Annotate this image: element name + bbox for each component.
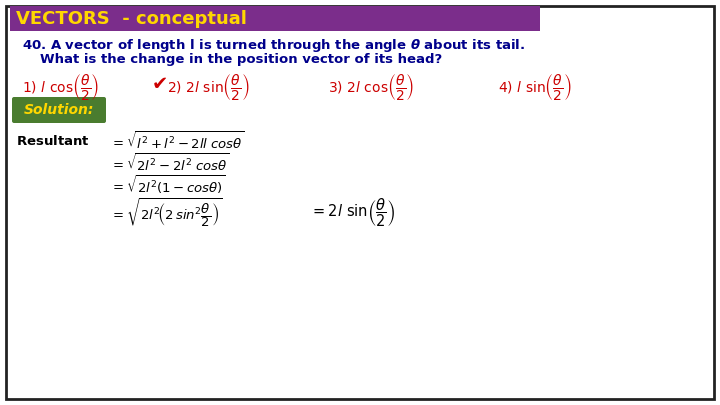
Text: $4)\ l\ \sin\!\left(\dfrac{\theta}{2}\right)$: $4)\ l\ \sin\!\left(\dfrac{\theta}{2}\ri… (498, 72, 572, 102)
FancyBboxPatch shape (12, 97, 106, 123)
Text: $1)\ l\ \cos\!\left(\dfrac{\theta}{2}\right)$: $1)\ l\ \cos\!\left(\dfrac{\theta}{2}\ri… (22, 72, 99, 102)
FancyBboxPatch shape (6, 6, 714, 399)
Text: $= \sqrt{2l^2(1 - cos\theta)}$: $= \sqrt{2l^2(1 - cos\theta)}$ (110, 174, 225, 196)
Text: Solution:: Solution: (24, 103, 94, 117)
Text: What is the change in the position vector of its head?: What is the change in the position vecto… (40, 53, 442, 66)
Text: $3)\ 2l\ \cos\!\left(\dfrac{\theta}{2}\right)$: $3)\ 2l\ \cos\!\left(\dfrac{\theta}{2}\r… (328, 72, 414, 102)
Text: ✔: ✔ (152, 75, 168, 94)
Bar (10, 6, 540, 31)
Text: VECTORS  - conceptual: VECTORS - conceptual (16, 9, 247, 28)
Text: $\mathbf{Resultant}$: $\mathbf{Resultant}$ (16, 134, 90, 148)
Text: $= \sqrt{l^2 + l^2 - 2ll\;cos\theta}$: $= \sqrt{l^2 + l^2 - 2ll\;cos\theta}$ (110, 130, 244, 151)
Text: $= \sqrt{2l^2 - 2l^2\;cos\theta}$: $= \sqrt{2l^2 - 2l^2\;cos\theta}$ (110, 152, 229, 174)
Text: $= 2l\ \sin\!\left(\dfrac{\theta}{2}\right)$: $= 2l\ \sin\!\left(\dfrac{\theta}{2}\rig… (310, 197, 395, 229)
Text: 40. A vector of length l is turned through the angle $\boldsymbol{\theta}$ about: 40. A vector of length l is turned throu… (22, 36, 525, 53)
Text: $2)\ 2l\ \sin\!\left(\dfrac{\theta}{2}\right)$: $2)\ 2l\ \sin\!\left(\dfrac{\theta}{2}\r… (167, 72, 250, 102)
Text: $= \sqrt{2l^2\!\left(2\,sin^2\dfrac{\theta}{2}\right)}$: $= \sqrt{2l^2\!\left(2\,sin^2\dfrac{\the… (110, 196, 222, 230)
